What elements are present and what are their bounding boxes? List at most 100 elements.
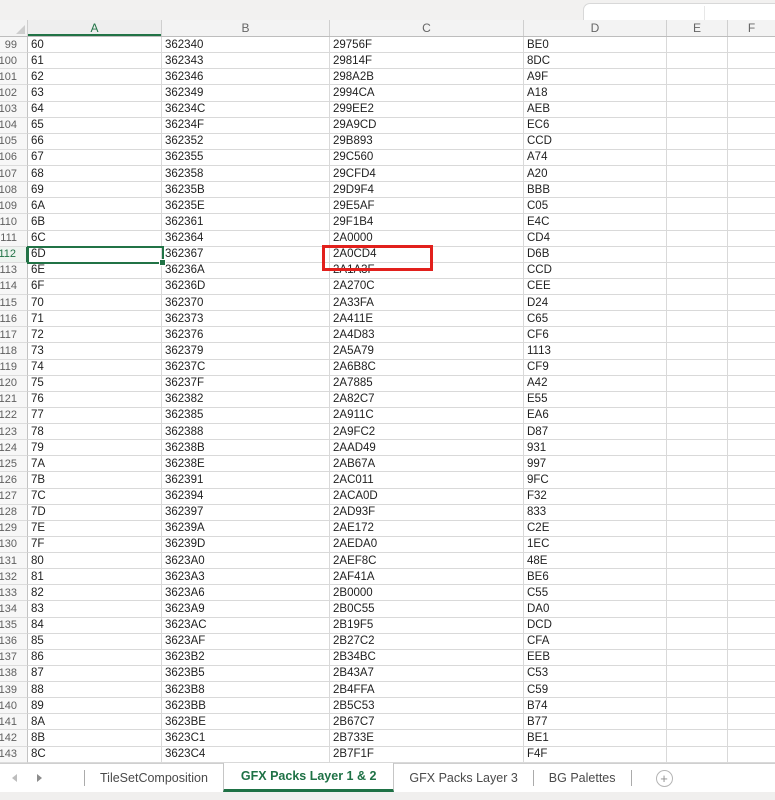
cell-C119[interactable]: 2A6B8C	[330, 359, 524, 376]
cell-D101[interactable]: A9F	[524, 69, 667, 86]
cell-D100[interactable]: 8DC	[524, 53, 667, 70]
cell-F115[interactable]	[728, 295, 775, 312]
cell-E107[interactable]	[667, 166, 728, 183]
row-header-104[interactable]: 104	[0, 117, 28, 134]
cell-F108[interactable]	[728, 182, 775, 199]
cell-C141[interactable]: 2B67C7	[330, 714, 524, 731]
cell-E104[interactable]	[667, 117, 728, 134]
cell-A104[interactable]: 65	[28, 117, 162, 134]
cell-F143[interactable]	[728, 747, 775, 763]
row-header-108[interactable]: 108	[0, 182, 28, 199]
cell-D133[interactable]: C55	[524, 585, 667, 602]
row-header-106[interactable]: 106	[0, 149, 28, 166]
cell-E121[interactable]	[667, 391, 728, 408]
cell-A99[interactable]: 60	[28, 37, 162, 54]
cell-F125[interactable]	[728, 456, 775, 473]
cell-D136[interactable]: CFA	[524, 633, 667, 650]
cell-D139[interactable]: C59	[524, 682, 667, 699]
row-header-132[interactable]: 132	[0, 569, 28, 586]
cell-C114[interactable]: 2A270C	[330, 278, 524, 295]
cell-B142[interactable]: 3623C1	[162, 730, 330, 747]
cell-E114[interactable]	[667, 278, 728, 295]
cell-F128[interactable]	[728, 505, 775, 521]
cell-D115[interactable]: D24	[524, 295, 667, 312]
cell-C99[interactable]: 29756F	[330, 37, 524, 54]
cell-C130[interactable]: 2AEDA0	[330, 536, 524, 553]
cell-A110[interactable]: 6B	[28, 214, 162, 231]
cell-F137[interactable]	[728, 650, 775, 666]
cell-A138[interactable]: 87	[28, 665, 162, 682]
column-header-A[interactable]: A	[28, 20, 162, 36]
row-header-129[interactable]: 129	[0, 520, 28, 537]
cell-C127[interactable]: 2ACA0D	[330, 488, 524, 505]
cell-B128[interactable]: 362397	[162, 504, 330, 521]
column-header-E[interactable]: E	[667, 20, 728, 36]
cell-C104[interactable]: 29A9CD	[330, 117, 524, 134]
cell-D105[interactable]: CCD	[524, 133, 667, 150]
cell-E126[interactable]	[667, 472, 728, 489]
cell-E109[interactable]	[667, 198, 728, 215]
cell-B130[interactable]: 36239D	[162, 536, 330, 553]
row-header-107[interactable]: 107	[0, 166, 28, 183]
cell-D128[interactable]: 833	[524, 504, 667, 521]
cell-E134[interactable]	[667, 601, 728, 618]
cell-C115[interactable]: 2A33FA	[330, 295, 524, 312]
cell-F104[interactable]	[728, 118, 775, 134]
cell-D117[interactable]: CF6	[524, 327, 667, 344]
cell-F109[interactable]	[728, 198, 775, 215]
cell-A100[interactable]: 61	[28, 53, 162, 70]
cell-E119[interactable]	[667, 359, 728, 376]
row-header-121[interactable]: 121	[0, 391, 28, 408]
cell-B133[interactable]: 3623A6	[162, 585, 330, 602]
cell-F139[interactable]	[728, 682, 775, 699]
cell-C136[interactable]: 2B27C2	[330, 633, 524, 650]
row-header-102[interactable]: 102	[0, 85, 28, 102]
cell-F105[interactable]	[728, 134, 775, 150]
cell-C139[interactable]: 2B4FFA	[330, 682, 524, 699]
cell-F129[interactable]	[728, 521, 775, 537]
cell-D126[interactable]: 9FC	[524, 472, 667, 489]
cell-E108[interactable]	[667, 182, 728, 199]
cell-F117[interactable]	[728, 327, 775, 344]
cell-C101[interactable]: 298A2B	[330, 69, 524, 86]
cell-B118[interactable]: 362379	[162, 343, 330, 360]
cell-F112[interactable]	[728, 247, 775, 263]
cell-E130[interactable]	[667, 536, 728, 553]
cell-A131[interactable]: 80	[28, 553, 162, 570]
cell-E125[interactable]	[667, 456, 728, 473]
row-header-135[interactable]: 135	[0, 617, 28, 634]
cell-C116[interactable]: 2A411E	[330, 311, 524, 328]
cell-D103[interactable]: AEB	[524, 101, 667, 118]
cell-D122[interactable]: EA6	[524, 407, 667, 424]
cell-F107[interactable]	[728, 166, 775, 183]
cell-F141[interactable]	[728, 714, 775, 731]
cell-C133[interactable]: 2B0000	[330, 585, 524, 602]
cell-D121[interactable]: E55	[524, 391, 667, 408]
cell-D114[interactable]: CEE	[524, 278, 667, 295]
cell-C105[interactable]: 29B893	[330, 133, 524, 150]
row-header-99[interactable]: 99	[0, 37, 28, 54]
row-header-142[interactable]: 142	[0, 730, 28, 747]
cell-D106[interactable]: A74	[524, 149, 667, 166]
cell-F119[interactable]	[728, 360, 775, 376]
cell-B107[interactable]: 362358	[162, 166, 330, 183]
cell-A103[interactable]: 64	[28, 101, 162, 118]
row-header-127[interactable]: 127	[0, 488, 28, 505]
cell-C125[interactable]: 2AB67A	[330, 456, 524, 473]
column-header-C[interactable]: C	[330, 20, 524, 36]
cell-A121[interactable]: 76	[28, 391, 162, 408]
cell-E113[interactable]	[667, 262, 728, 279]
row-header-112[interactable]: 112	[0, 246, 28, 263]
row-header-113[interactable]: 113	[0, 262, 28, 279]
cell-A127[interactable]: 7C	[28, 488, 162, 505]
cell-B105[interactable]: 362352	[162, 133, 330, 150]
cell-E131[interactable]	[667, 553, 728, 570]
cell-C135[interactable]: 2B19F5	[330, 617, 524, 634]
cell-D118[interactable]: 1113	[524, 343, 667, 360]
cell-B103[interactable]: 36234C	[162, 101, 330, 118]
cell-A118[interactable]: 73	[28, 343, 162, 360]
cell-D119[interactable]: CF9	[524, 359, 667, 376]
cell-C102[interactable]: 2994CA	[330, 85, 524, 102]
cell-D141[interactable]: B77	[524, 714, 667, 731]
cell-B121[interactable]: 362382	[162, 391, 330, 408]
